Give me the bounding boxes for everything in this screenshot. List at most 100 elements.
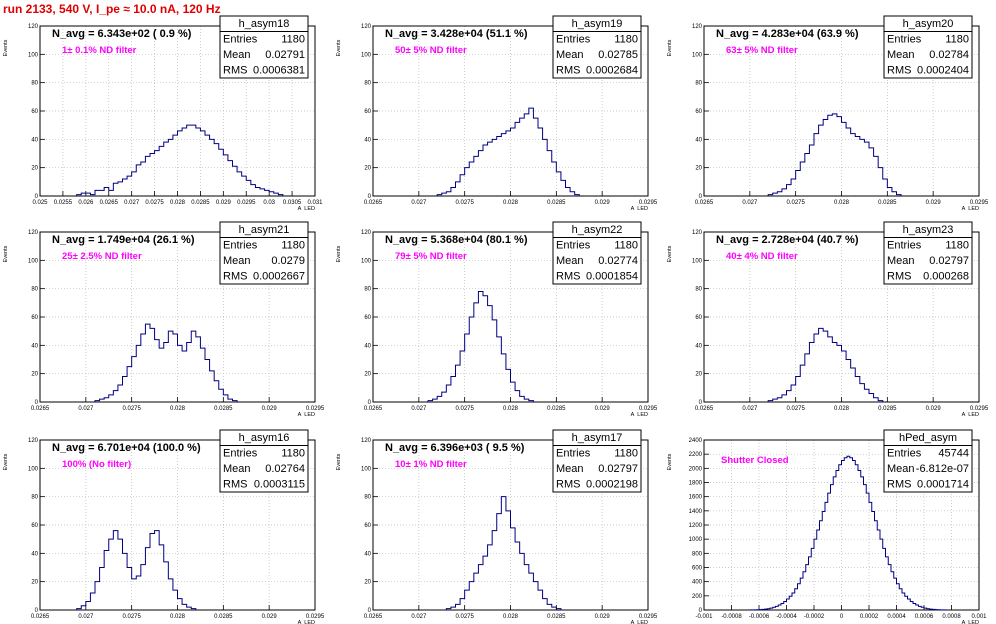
x-tick-label: 0.027 (78, 406, 94, 412)
histogram-bins (436, 107, 580, 196)
stat-value: 45744 (938, 448, 969, 460)
x-tick-label: 0.027 (78, 614, 94, 620)
y-tick-label: 120 (361, 24, 372, 30)
x-tick-label: 0.0265 (31, 614, 50, 620)
stat-value: 1180 (614, 240, 638, 252)
x-tick-label: 0.0295 (639, 614, 658, 620)
x-tick-label: 0.025 (32, 200, 48, 206)
x-tick-label: 0.0285 (191, 200, 210, 206)
stat-label: Entries (556, 34, 591, 46)
stat-label: Entries (887, 240, 922, 252)
stats-box: h_asym23 Entries 1180 Mean 0.02797 RMS 0.00026… (883, 221, 973, 285)
stat-value: 1180 (945, 240, 969, 252)
stat-value: 1180 (945, 34, 969, 46)
stat-label: Mean (887, 463, 915, 475)
x-tick-label: 0.028 (834, 406, 850, 412)
y-tick-label: 80 (364, 81, 371, 87)
x-tick-label: 0.028 (503, 200, 519, 206)
x-tick-label: 0.029 (926, 200, 942, 206)
x-tick-label: 0.028 (834, 200, 850, 206)
y-tick-label: 60 (695, 109, 702, 115)
x-tick-label: 0.0002 (860, 614, 879, 620)
x-tick-label: -0.001 (695, 614, 713, 620)
y-tick-label: 20 (31, 372, 38, 378)
stat-label: Mean (223, 463, 251, 475)
x-tick-label: 0.0285 (878, 200, 897, 206)
x-tick-label: 0.029 (262, 406, 278, 412)
y-tick-label: 0 (368, 400, 372, 406)
x-tick-label: 0.027 (742, 406, 758, 412)
histogram-name: h_asym22 (572, 224, 623, 236)
x-tick-label: 0.029 (216, 200, 232, 206)
stats-box: hPed_asym Entries 45744 Mean -6.812e-07 RMS 0.… (883, 429, 973, 493)
x-tick-label: 0.0275 (455, 406, 474, 412)
y-tick-label: 40 (364, 343, 371, 349)
stat-value: 1180 (281, 448, 305, 460)
plot-frame (372, 439, 649, 611)
navg-title: N_avg = 5.368e+04 (80.1 %) (385, 234, 528, 246)
x-tick-label: 0.027 (124, 200, 140, 206)
stat-label: RMS (223, 65, 247, 77)
x-axis-title: A_LED (631, 412, 648, 416)
y-tick-label: 80 (364, 287, 371, 293)
stats-box: h_asym17 Entries 1180 Mean 0.02797 RMS 0.00021… (552, 429, 642, 493)
x-tick-label: 0.029 (262, 614, 278, 620)
x-tick-label: 0.0295 (306, 406, 325, 412)
y-tick-label: 1800 (689, 481, 703, 487)
x-tick-label: 0.0265 (31, 406, 50, 412)
y-axis-title: Events (3, 453, 9, 470)
y-tick-label: 1200 (689, 523, 703, 529)
histogram-panel-h_asym21: 0.0265 0.027 0.0275 0.028 0.0285 0.029 0.0295 0… (3, 221, 325, 416)
y-tick-label: 100 (28, 52, 39, 58)
x-tick-label: 0.029 (595, 200, 611, 206)
plot-frame (39, 25, 316, 197)
stat-value: -6.812e-07 (916, 463, 969, 475)
y-tick-label: 40 (364, 551, 371, 557)
x-tick-label: 0.0265 (100, 200, 119, 206)
filter-note: 63± 5% ND filter (726, 45, 798, 56)
stats-box: h_asym16 Entries 1180 Mean 0.02764 RMS 0.00031… (219, 429, 309, 493)
y-tick-label: 2000 (689, 466, 703, 472)
x-tick-label: 0.0285 (547, 200, 566, 206)
stat-label: Entries (887, 34, 922, 46)
y-tick-label: 40 (31, 343, 38, 349)
plot-frame (703, 439, 980, 611)
y-tick-label: 60 (31, 109, 38, 115)
x-tick-label: 0.03 (263, 200, 275, 206)
stat-label: RMS (223, 479, 247, 491)
plot-frame (372, 25, 649, 197)
filter-note: 10± 1% ND filter (395, 459, 467, 470)
stat-label: RMS (887, 65, 911, 77)
x-tick-label: 0.0008 (942, 614, 961, 620)
y-tick-label: 100 (361, 466, 372, 472)
y-tick-label: 40 (31, 551, 38, 557)
y-tick-label: 1000 (689, 537, 703, 543)
x-tick-label: 0.0275 (122, 406, 141, 412)
stat-value: 0.02791 (265, 49, 305, 61)
y-tick-label: 0 (699, 194, 703, 200)
y-tick-label: 60 (695, 315, 702, 321)
y-tick-label: 120 (692, 230, 703, 236)
x-tick-label: 0.0275 (455, 614, 474, 620)
histogram-name: h_asym20 (903, 18, 954, 30)
y-tick-label: 400 (692, 580, 703, 586)
x-tick-label: 0.0295 (970, 406, 989, 412)
x-tick-label: 0.0285 (214, 614, 233, 620)
x-tick-label: 0 (840, 614, 844, 620)
y-tick-label: 600 (692, 566, 703, 572)
y-axis-title: Events (336, 39, 342, 56)
stat-label: RMS (556, 271, 580, 283)
filter-note: 1± 0.1% ND filter (62, 45, 137, 56)
x-tick-label: -0.0004 (776, 614, 797, 620)
stat-value: 1180 (614, 448, 638, 460)
x-tick-label: 0.0285 (214, 406, 233, 412)
x-tick-label: 0.027 (411, 614, 427, 620)
x-tick-label: -0.0008 (721, 614, 742, 620)
y-tick-label: 0 (35, 194, 39, 200)
y-tick-label: 60 (31, 523, 38, 529)
stat-value: 0.0002684 (586, 65, 638, 77)
x-tick-label: 0.028 (170, 614, 186, 620)
stat-value: 0.0001854 (586, 271, 638, 283)
y-axis-title: Events (336, 453, 342, 470)
x-axis-title: A_LED (631, 620, 648, 624)
